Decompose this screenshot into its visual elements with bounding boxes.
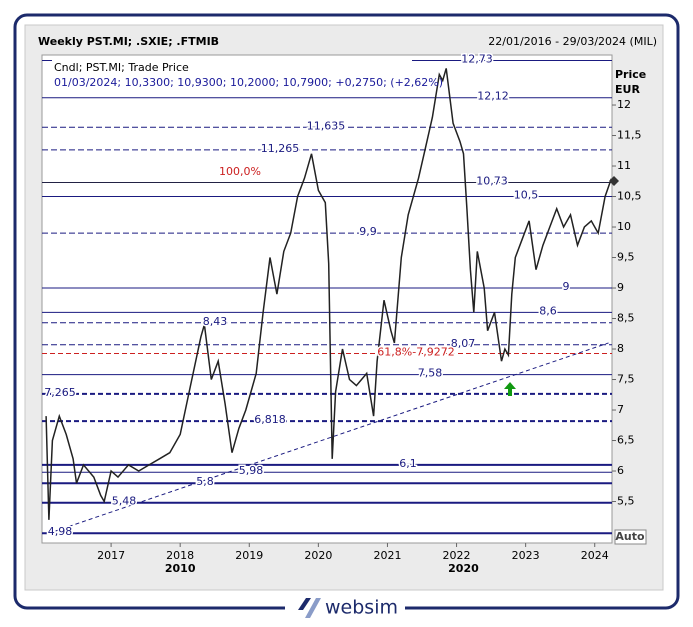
plot-area [41, 54, 613, 544]
level-label: 61,8%-7,9272 [377, 345, 454, 358]
brand-icon [298, 598, 321, 618]
level-label: 5,48 [112, 495, 137, 508]
x-tick-label: 2018 [166, 549, 194, 562]
x-tick-label: 2023 [512, 549, 540, 562]
level-label: 5,8 [196, 475, 214, 488]
level-label: 11,265 [261, 142, 300, 155]
y-tick-label: 11,5 [617, 129, 642, 142]
y-axis-unit: EUR [615, 83, 640, 96]
level-label: 10,5 [514, 189, 539, 202]
y-tick-label: 7,5 [617, 373, 635, 386]
x-tick-label: 2021 [373, 549, 401, 562]
y-tick-label: 9,5 [617, 251, 635, 264]
level-label: 6,1 [399, 457, 417, 470]
y-tick-label: 7 [617, 403, 624, 416]
level-label: 12,12 [477, 90, 509, 103]
level-label: 10,73 [476, 174, 508, 187]
x-tick-label: 2019 [235, 549, 263, 562]
y-tick-label: 6 [617, 464, 624, 477]
y-tick-label: 8 [617, 342, 624, 355]
x-tick-label: 2017 [97, 549, 125, 562]
level-label: 8,07 [451, 337, 476, 350]
signal-arrow [504, 382, 516, 396]
level-label: 6,818 [254, 413, 286, 426]
trend-line [48, 342, 609, 534]
legend-box [52, 60, 412, 92]
chart-title: Weekly PST.MI; .SXIE; .FTMIB [38, 35, 219, 48]
level-label: 11,635 [307, 119, 346, 132]
date-range: 22/01/2016 - 29/03/2024 (MIL) [488, 35, 657, 48]
level-label: 8,6 [539, 304, 557, 317]
last-price-marker [609, 176, 619, 186]
y-tick-label: 9 [617, 281, 624, 294]
level-label: 8,43 [203, 315, 228, 328]
x-tick-label: 2024 [581, 549, 609, 562]
auto-button[interactable] [614, 529, 647, 545]
x-tick-label: 2020 [304, 549, 332, 562]
y-tick-label: 8,5 [617, 312, 635, 325]
level-label: 4,98 [48, 525, 73, 538]
y-tick-label: 11 [617, 159, 631, 172]
level-label: 7,58 [418, 367, 443, 380]
price-line [45, 68, 613, 520]
level-label: 9,9 [359, 225, 377, 238]
level-label: 7,265 [44, 386, 76, 399]
y-tick-label: 5,5 [617, 495, 635, 508]
plot: 12,73 12,12 11,635 11,265 10,73 10,5 9,9 9 8,6 8,… [42, 51, 613, 540]
level-label: 9 [563, 280, 570, 293]
auto-button-label[interactable]: Auto [615, 530, 645, 543]
x-sublabel: 2020 [448, 562, 479, 575]
y-tick-label: 6,5 [617, 434, 635, 447]
x-sublabel: 2010 [165, 562, 196, 575]
y-tick-label: 10 [617, 220, 631, 233]
x-tick-label: 2022 [443, 549, 471, 562]
legend-line: 01/03/2024; 10,3300; 10,9300; 10,2000; 1… [54, 76, 443, 89]
legend-line: Cndl; PST.MI; Trade Price [54, 61, 189, 74]
level-label: 12,73 [461, 52, 493, 65]
level-label: 5,98 [239, 464, 264, 477]
fib-label: 100,0% [219, 165, 261, 178]
y-tick-label: 12 [617, 98, 631, 111]
brand: websim [325, 597, 398, 619]
y-axis-label: Price [615, 68, 646, 81]
y-tick-label: 10,5 [617, 190, 642, 203]
